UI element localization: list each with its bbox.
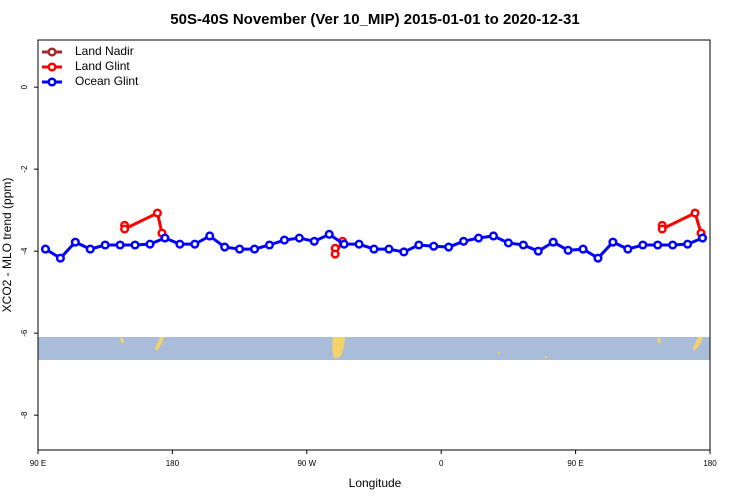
legend-label: Ocean Glint xyxy=(75,74,139,88)
point xyxy=(488,231,499,241)
point xyxy=(100,240,110,250)
legend-label: Land Glint xyxy=(75,59,130,73)
y-tick-label: -4 xyxy=(20,247,29,255)
point xyxy=(205,231,215,241)
point xyxy=(175,239,185,249)
plot-frame xyxy=(37,39,711,451)
point xyxy=(190,239,200,249)
point xyxy=(369,244,379,254)
point xyxy=(309,236,319,246)
point xyxy=(279,235,289,245)
x-tick-label: 90 E xyxy=(567,459,583,468)
point xyxy=(235,244,245,254)
point xyxy=(152,208,163,218)
point xyxy=(429,241,439,251)
point xyxy=(459,236,469,246)
point xyxy=(264,240,275,250)
point xyxy=(120,224,130,234)
point xyxy=(668,240,678,250)
legend-marker xyxy=(47,62,57,72)
point xyxy=(608,237,618,247)
point xyxy=(548,237,558,247)
x-axis-label: Longitude xyxy=(349,476,402,490)
point xyxy=(444,242,454,252)
point xyxy=(145,239,155,249)
point xyxy=(55,253,65,263)
point xyxy=(339,239,349,249)
point xyxy=(518,240,528,250)
x-tick-label: 90 E xyxy=(30,459,46,468)
point xyxy=(354,239,364,249)
point xyxy=(160,233,170,243)
y-tick-label: -2 xyxy=(20,165,29,173)
point xyxy=(623,244,633,254)
x-tick-label: 180 xyxy=(166,459,180,468)
point xyxy=(399,247,409,257)
point xyxy=(130,240,140,250)
point xyxy=(578,244,588,254)
point xyxy=(563,245,573,255)
point xyxy=(220,242,230,252)
x-tick-label: 0 xyxy=(439,459,444,468)
point xyxy=(330,249,340,259)
y-axis-label: XCO2 - MLO trend (ppm) xyxy=(0,178,14,313)
point xyxy=(638,240,648,250)
x-tick-label: 90 W xyxy=(297,459,316,468)
point xyxy=(249,244,260,254)
point xyxy=(40,244,51,254)
point xyxy=(384,244,394,254)
point xyxy=(593,253,603,263)
point xyxy=(324,229,334,239)
x-tick-label: 180 xyxy=(703,459,717,468)
map-strip xyxy=(38,337,710,360)
point xyxy=(70,237,80,247)
point xyxy=(657,224,667,234)
point xyxy=(115,240,125,250)
chart-title: 50S-40S November (Ver 10_MIP) 2015-01-01… xyxy=(170,11,579,28)
point xyxy=(473,233,484,243)
point xyxy=(294,233,304,243)
point xyxy=(414,240,424,250)
legend-marker xyxy=(47,47,57,57)
point xyxy=(503,238,513,248)
point xyxy=(697,233,708,243)
y-tick-label: -6 xyxy=(20,329,29,337)
point xyxy=(690,208,700,218)
point xyxy=(533,246,543,256)
legend-label: Land Nadir xyxy=(75,44,134,58)
point xyxy=(653,240,663,250)
point xyxy=(85,244,95,254)
legend-marker xyxy=(47,77,57,87)
y-tick-label: 0 xyxy=(20,84,29,89)
y-tick-label: -8 xyxy=(20,411,29,419)
point xyxy=(683,239,693,249)
